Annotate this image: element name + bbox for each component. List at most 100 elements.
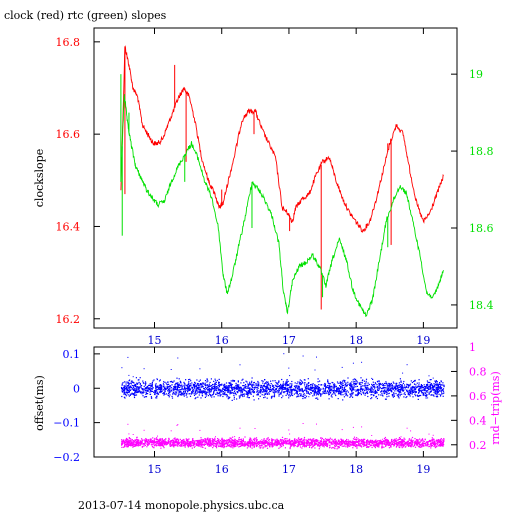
rnd-trip-point [254, 437, 256, 439]
rnd-trip-point [392, 443, 395, 446]
rnd-trip-point [348, 444, 350, 446]
offset-point [439, 383, 441, 385]
offset-point [213, 384, 215, 386]
offset-point [245, 390, 247, 392]
x-tick-label: 19 [416, 463, 430, 476]
offset-point [186, 396, 188, 398]
offset-point [347, 383, 349, 385]
offset-point [274, 390, 276, 393]
offset-point [145, 391, 147, 394]
x-tick-label: 18 [349, 463, 363, 476]
offset-point [249, 389, 251, 391]
rnd-trip-point [420, 443, 423, 445]
offset-point [254, 387, 256, 389]
rnd-trip-point [144, 439, 146, 441]
rnd-trip-point [384, 440, 386, 442]
offset-point [155, 397, 157, 399]
offset-point [346, 385, 348, 387]
offset-point [244, 389, 246, 392]
rnd-trip-point [319, 442, 321, 444]
rnd-trip-point [155, 440, 157, 443]
rnd-trip-point [441, 443, 443, 445]
y-tick-label: 16.6 [56, 128, 81, 141]
offset-point [240, 387, 242, 389]
offset-point [235, 394, 237, 396]
rnd-trip-point [385, 438, 387, 440]
offset-point [183, 390, 185, 392]
offset-point [142, 395, 144, 397]
offset-point [221, 391, 223, 393]
slopes-y2-ticks: 18.418.618.819 [451, 68, 494, 312]
offset-point [205, 391, 207, 393]
offset-point [201, 394, 203, 396]
offset-point [207, 386, 209, 388]
offset-point [247, 391, 249, 393]
rnd-trip-point [187, 443, 189, 445]
rnd-trip-point [205, 441, 208, 444]
rnd-trip-point [302, 444, 304, 446]
rnd-trip-point [177, 442, 179, 444]
rnd-trip-point [326, 439, 328, 441]
offset-point [226, 389, 228, 391]
offset-point [336, 388, 338, 390]
rnd-trip-point [418, 445, 420, 447]
offset-point [398, 392, 400, 394]
offset-point [202, 391, 204, 393]
offset-outlier [132, 376, 134, 378]
offset-point [437, 390, 439, 392]
rnd-trip-point [368, 441, 370, 443]
rnd-trip-point [205, 440, 207, 442]
rnd-trip-point [324, 444, 326, 446]
offset-point [385, 392, 387, 394]
offset-point [401, 393, 403, 395]
offset-point [370, 389, 372, 391]
offset-point [335, 394, 337, 397]
rnd-trip-point [352, 438, 355, 440]
rnd-trip-point [315, 439, 317, 441]
offset-point [365, 378, 368, 380]
offset-point [209, 385, 211, 387]
offset-point [152, 390, 154, 392]
offset-point [214, 388, 216, 390]
rnd-trip-point [268, 444, 270, 446]
rnd-trip-point [218, 443, 220, 445]
rnd-trip-point [210, 444, 212, 446]
offset-point [345, 394, 347, 397]
rnd-trip-point [354, 438, 356, 440]
rnd-trip-point [245, 445, 247, 447]
rnd-trip-point [145, 438, 147, 440]
offset-point [134, 383, 136, 386]
rnd-trip-point [367, 441, 369, 443]
rnd-trip-point [222, 444, 224, 446]
offset-point [441, 387, 443, 389]
offset-point [202, 386, 204, 388]
rnd-trip-point [246, 442, 248, 444]
rnd-trip-point [267, 443, 269, 445]
offset-point [379, 386, 381, 388]
offset-point [130, 386, 133, 389]
offset-point [214, 382, 216, 384]
offset-point [260, 386, 262, 388]
rnd-trip-point [291, 440, 293, 442]
offset-point [162, 383, 164, 385]
rnd-trip-point [363, 444, 365, 446]
offset-point [213, 390, 215, 392]
offset-point [412, 385, 414, 388]
rnd-trip-point [175, 441, 177, 444]
offset-point [333, 385, 335, 387]
offset-point [129, 382, 131, 384]
offset-point [182, 392, 184, 394]
offset-point [401, 387, 403, 389]
offset-point [350, 393, 352, 395]
offset-point [211, 394, 213, 396]
rnd-trip-point [419, 446, 422, 448]
rnd-trip-point [151, 442, 153, 444]
offset-point [396, 387, 398, 390]
offset-point [121, 384, 123, 386]
offset-point [286, 384, 288, 386]
offset-point [361, 380, 363, 382]
offset-point [258, 384, 260, 386]
offset-point [180, 394, 182, 396]
rnd-trip-point [255, 437, 258, 439]
offset-point [157, 393, 160, 395]
